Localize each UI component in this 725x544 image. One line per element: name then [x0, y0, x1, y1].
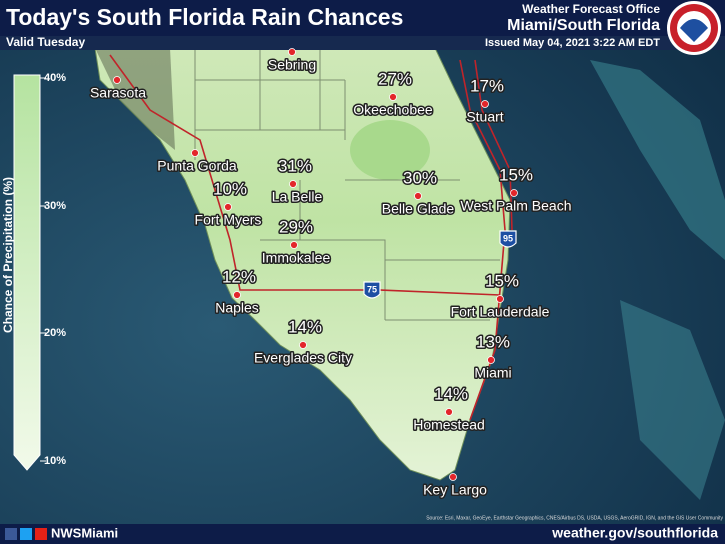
- city-name: Punta Gorda: [157, 158, 237, 174]
- youtube-icon: [35, 528, 47, 540]
- highway-shield: [363, 281, 381, 299]
- rain-chance: 15%: [485, 271, 519, 290]
- city-name: Fort Myers: [195, 212, 262, 228]
- footer-handle: NWSMiami: [51, 525, 118, 540]
- bahamas-bank: [590, 60, 725, 260]
- twitter-icon: [20, 528, 32, 540]
- legend-tick-label: 10%: [44, 455, 66, 467]
- footer-bar: [0, 524, 725, 544]
- nws-logo: [667, 1, 721, 55]
- city-dot: [290, 241, 298, 249]
- city-name: Everglades City: [254, 350, 352, 366]
- city-name: Belle Glade: [382, 201, 455, 217]
- rain-chance: 10%: [213, 179, 247, 198]
- source: Source: Esri, Maxar, GeoEye, Earthstar G…: [426, 515, 723, 521]
- city-name: Sarasota: [90, 85, 146, 101]
- bahamas-bank: [620, 300, 725, 500]
- city-dot: [224, 203, 232, 211]
- highway-number: 75: [367, 284, 377, 294]
- city-dot: [233, 291, 241, 299]
- terrain: [95, 48, 175, 150]
- city-name: Fort Lauderdale: [451, 304, 550, 320]
- rain-chance: 12%: [222, 267, 256, 286]
- city-dot: [288, 48, 296, 56]
- city-name: Naples: [215, 300, 259, 316]
- highway-number: 95: [503, 233, 513, 243]
- title: Today's South Florida Rain Chances: [6, 4, 403, 30]
- legend-tick-label: 20%: [44, 327, 66, 339]
- legend: [13, 74, 41, 471]
- city-dot: [191, 149, 199, 157]
- city-dot: [113, 76, 121, 84]
- subheader-bar: [0, 36, 725, 50]
- city-name: Miami: [474, 365, 511, 381]
- rain-chance: 29%: [279, 217, 313, 236]
- office: Weather Forecast Office: [522, 2, 660, 16]
- city-name: Okeechobee: [353, 102, 433, 118]
- office-name: Miami/South Florida: [507, 17, 660, 34]
- rain-chance: 15%: [499, 165, 533, 184]
- rain-chance: 14%: [288, 317, 322, 336]
- city-dot: [510, 189, 518, 197]
- city-name: Homestead: [413, 417, 485, 433]
- city-name: La Belle: [272, 189, 323, 205]
- city-dot: [289, 180, 297, 188]
- city-dot: [496, 295, 504, 303]
- rain-chance: 27%: [378, 69, 412, 88]
- subtitle: Valid Tuesday: [6, 35, 85, 49]
- header-bar: [0, 0, 725, 36]
- city-dot: [414, 192, 422, 200]
- county-lines: [194, 48, 500, 321]
- legend-tick-label: 30%: [44, 200, 66, 212]
- city-name: West Palm Beach: [460, 198, 571, 214]
- city-dot: [445, 408, 453, 416]
- roads: [109, 54, 513, 421]
- rain-chance: 17%: [470, 76, 504, 95]
- rain-chance: 30%: [403, 168, 437, 187]
- lake-okeechobee: [350, 120, 430, 180]
- city-name: Key Largo: [423, 482, 487, 498]
- facebook-icon: [5, 528, 17, 540]
- highway-shield: [499, 230, 517, 248]
- city-dot: [449, 473, 457, 481]
- rain-chance: 14%: [434, 384, 468, 403]
- city-dot: [487, 356, 495, 364]
- legend-label: Chance of Precipitation (%): [1, 177, 15, 333]
- city-dot: [481, 100, 489, 108]
- issued: Issued May 04, 2021 3:22 AM EDT: [485, 37, 660, 49]
- city-dot: [299, 341, 307, 349]
- city-dot: [389, 93, 397, 101]
- city-name: Sebring: [268, 57, 316, 73]
- rain-chance: 13%: [476, 332, 510, 351]
- rain-chance: 31%: [278, 156, 312, 175]
- footer-url: weather.gov/southflorida: [551, 525, 718, 541]
- legend-tick-label: 40%: [44, 72, 66, 84]
- city-name: Immokalee: [262, 250, 331, 266]
- city-name: Stuart: [466, 109, 503, 125]
